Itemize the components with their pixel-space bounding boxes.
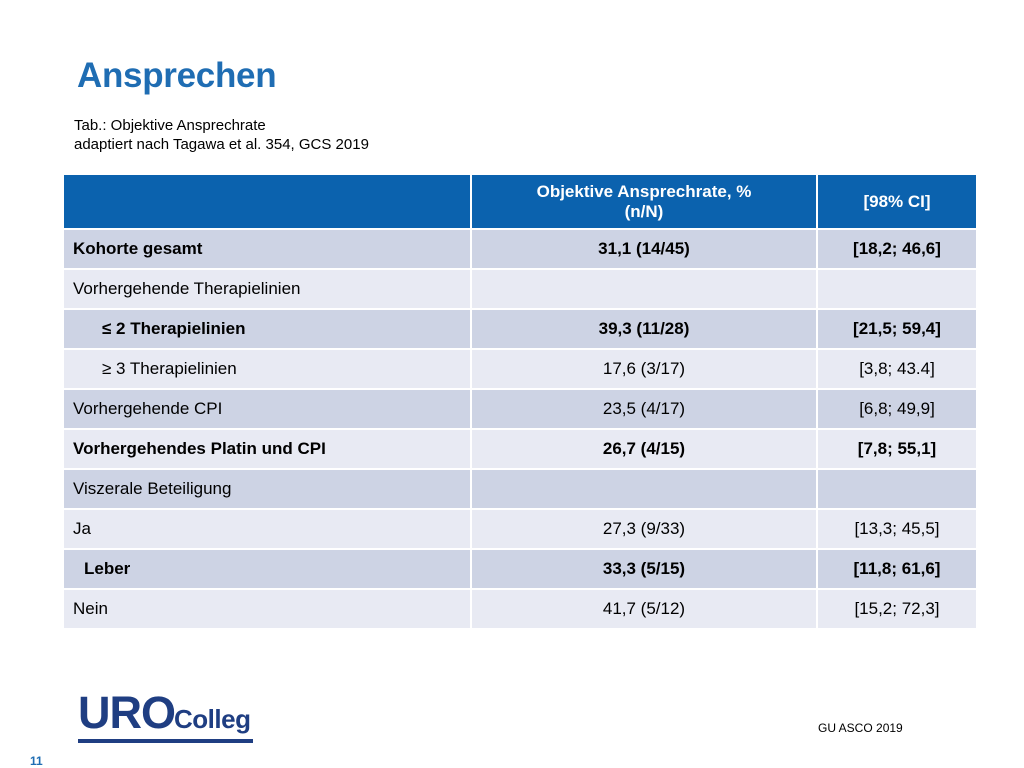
logo-word-colleg: Colleg [174, 704, 251, 734]
row-ci: [7,8; 55,1] [816, 428, 978, 470]
row-label: Vorhergehendes Platin und CPI [62, 428, 472, 470]
table-row: ≥ 3 Therapielinien 17,6 (3/17) [3,8; 43.… [62, 348, 978, 390]
row-ci: [15,2; 72,3] [816, 588, 978, 630]
row-rate: 26,7 (4/15) [470, 428, 818, 470]
row-ci: [11,8; 61,6] [816, 548, 978, 590]
table-row: Nein 41,7 (5/12) [15,2; 72,3] [62, 588, 978, 630]
row-label: Viszerale Beteiligung [62, 468, 472, 510]
table-row: Vorhergehende Therapielinien [62, 268, 978, 310]
slide-title: Ansprechen [77, 56, 277, 95]
table-row: Kohorte gesamt 31,1 (14/45) [18,2; 46,6] [62, 228, 978, 270]
row-label: Leber [62, 548, 472, 590]
header-response-rate-line-2: (n/N) [624, 201, 664, 221]
row-rate: 27,3 (9/33) [470, 508, 818, 550]
row-label: ≤ 2 Therapielinien [62, 308, 472, 350]
table-row: ≤ 2 Therapielinien 39,3 (11/28) [21,5; 5… [62, 308, 978, 350]
row-ci [816, 268, 978, 310]
row-ci: [13,3; 45,5] [816, 508, 978, 550]
row-rate: 33,3 (5/15) [470, 548, 818, 590]
row-rate: 39,3 (11/28) [470, 308, 818, 350]
row-ci: [18,2; 46,6] [816, 228, 978, 270]
row-label: ≥ 3 Therapielinien [62, 348, 472, 390]
logo-underline [78, 739, 253, 743]
row-ci: [3,8; 43.4] [816, 348, 978, 390]
header-cell-empty [62, 173, 472, 230]
row-rate [470, 468, 818, 510]
row-label: Nein [62, 588, 472, 630]
table-row: Leber 33,3 (5/15) [11,8; 61,6] [62, 548, 978, 590]
row-rate [470, 268, 818, 310]
row-label: Kohorte gesamt [62, 228, 472, 270]
table-row: Vorhergehendes Platin und CPI 26,7 (4/15… [62, 428, 978, 470]
table-caption: Tab.: Objektive Ansprechrate adaptiert n… [74, 116, 369, 154]
table-row: Ja 27,3 (9/33) [13,3; 45,5] [62, 508, 978, 550]
row-ci: [6,8; 49,9] [816, 388, 978, 430]
caption-line-2: adaptiert nach Tagawa et al. 354, GCS 20… [74, 136, 369, 153]
urocolleg-logo: URO Colleg [78, 690, 258, 745]
header-cell-ci: [98% CI] [816, 173, 978, 230]
caption-line-1: Tab.: Objektive Ansprechrate [74, 117, 266, 134]
table-header-row: Objektive Ansprechrate, % (n/N) [98% CI] [62, 173, 978, 230]
row-rate: 23,5 (4/17) [470, 388, 818, 430]
row-label: Ja [62, 508, 472, 550]
header-cell-response-rate: Objektive Ansprechrate, % (n/N) [470, 173, 818, 230]
header-response-rate-line-1: Objektive Ansprechrate, % [536, 181, 752, 201]
row-ci [816, 468, 978, 510]
logo-word-uro: URO [78, 687, 176, 738]
row-ci: [21,5; 59,4] [816, 308, 978, 350]
page-number: 11 [30, 754, 43, 768]
response-rate-table: Objektive Ansprechrate, % (n/N) [98% CI]… [62, 173, 978, 630]
row-rate: 17,6 (3/17) [470, 348, 818, 390]
table-row: Vorhergehende CPI 23,5 (4/17) [6,8; 49,9… [62, 388, 978, 430]
row-label: Vorhergehende Therapielinien [62, 268, 472, 310]
row-rate: 41,7 (5/12) [470, 588, 818, 630]
source-label: GU ASCO 2019 [818, 721, 903, 735]
row-label: Vorhergehende CPI [62, 388, 472, 430]
row-rate: 31,1 (14/45) [470, 228, 818, 270]
table-row: Viszerale Beteiligung [62, 468, 978, 510]
